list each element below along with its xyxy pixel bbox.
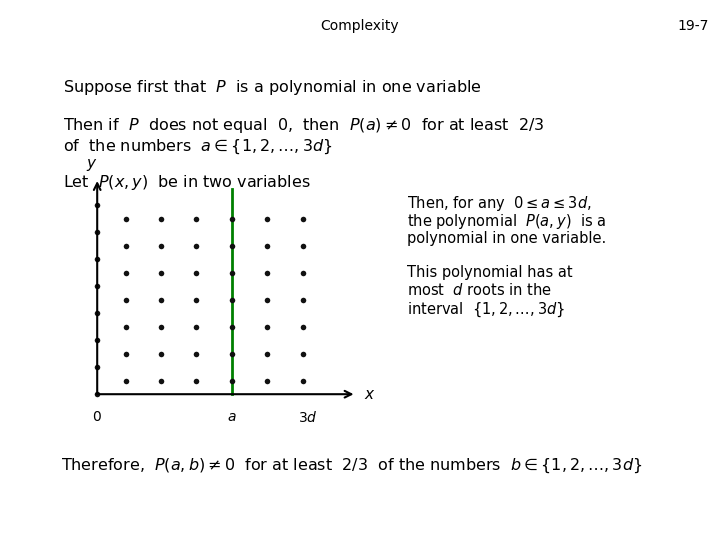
Text: Suppose first that  $P$  is a polynomial in one variable: Suppose first that $P$ is a polynomial i…	[63, 78, 481, 97]
Text: $x$: $x$	[364, 387, 375, 402]
Text: $a$: $a$	[227, 410, 237, 424]
Text: the polynomial  $P(a,y)$  is a: the polynomial $P(a,y)$ is a	[407, 212, 606, 231]
Text: Let  $P(x,y)$  be in two variables: Let $P(x,y)$ be in two variables	[63, 173, 310, 192]
Text: Then, for any  $0 \leq a \leq 3d$,: Then, for any $0 \leq a \leq 3d$,	[407, 194, 592, 213]
Text: Then if  $P$  does not equal  $0$,  then  $P(a) \neq 0$  for at least  $2/3$: Then if $P$ does not equal $0$, then $P(…	[63, 116, 544, 135]
Text: $3d$: $3d$	[298, 410, 318, 426]
Text: polynomial in one variable.: polynomial in one variable.	[407, 231, 606, 246]
Text: $y$: $y$	[86, 157, 97, 173]
Text: 19-7: 19-7	[678, 19, 709, 33]
Text: interval  $\{1,2,\ldots,3d\}$: interval $\{1,2,\ldots,3d\}$	[407, 301, 565, 319]
Text: of  the numbers  $a \in \{1,2,\ldots,3d\}$: of the numbers $a \in \{1,2,\ldots,3d\}$	[63, 138, 332, 156]
Text: This polynomial has at: This polynomial has at	[407, 265, 572, 280]
Text: most  $d$ roots in the: most $d$ roots in the	[407, 282, 552, 299]
Text: Therefore,  $P(a,b) \neq 0$  for at least  $2/3$  of the numbers  $b \in \{1,2,\: Therefore, $P(a,b) \neq 0$ for at least …	[61, 456, 642, 475]
Text: $0$: $0$	[92, 410, 102, 424]
Text: Complexity: Complexity	[320, 19, 400, 33]
